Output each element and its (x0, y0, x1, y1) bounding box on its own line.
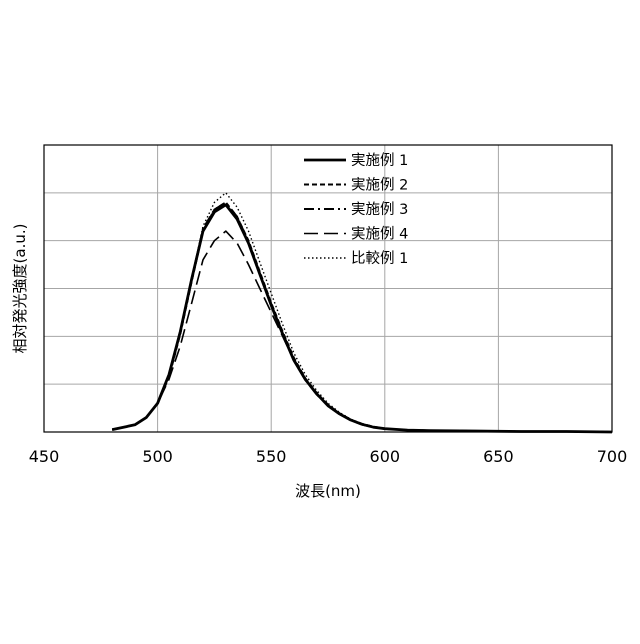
legend-label: 比較例 1 (351, 249, 408, 267)
x-tick-label: 500 (142, 447, 173, 466)
legend-label: 実施例 2 (351, 177, 408, 194)
x-tick-label: 550 (256, 447, 287, 466)
legend-label: 実施例 4 (351, 226, 408, 243)
x-tick-label: 600 (370, 447, 401, 466)
x-tick-label: 650 (483, 447, 514, 466)
x-axis-label: 波長(nm) (295, 482, 361, 500)
legend-label: 実施例 1 (351, 152, 408, 169)
y-axis-label: 相対発光強度(a.u.) (11, 224, 29, 354)
x-tick-label: 700 (597, 447, 628, 466)
legend-label: 実施例 3 (351, 201, 408, 218)
x-tick-label: 450 (29, 447, 60, 466)
